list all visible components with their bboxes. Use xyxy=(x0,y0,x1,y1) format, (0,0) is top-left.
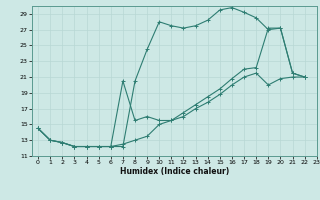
X-axis label: Humidex (Indice chaleur): Humidex (Indice chaleur) xyxy=(120,167,229,176)
